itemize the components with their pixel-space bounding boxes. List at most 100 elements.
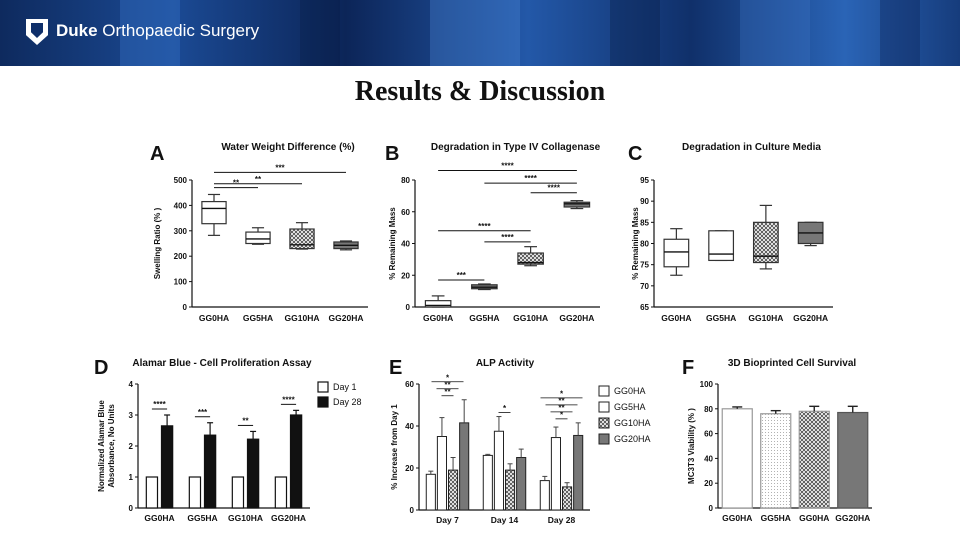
e-legend-swatch-1 <box>598 401 610 413</box>
b-ytick-label-2: 40 <box>401 240 410 249</box>
d-bar-day-28-2 <box>246 438 260 509</box>
a-ytick-label-4: 400 <box>174 201 188 210</box>
c-ylabel: % Remaining Mass <box>631 207 640 280</box>
e-ytick-label-3: 60 <box>405 380 414 389</box>
f-ytick-label-2: 40 <box>704 454 713 463</box>
b-ytick-label-4: 80 <box>401 176 410 185</box>
a-ytick-label-2: 200 <box>174 252 188 261</box>
d-legend-swatch-0 <box>317 381 329 393</box>
e-bar-gg0ha-1 <box>482 454 493 511</box>
e-bar-gg20ha-0 <box>459 422 470 511</box>
b-bracket-label-2: **** <box>478 222 491 231</box>
b-bracket-label-4: **** <box>524 174 537 183</box>
d-ylabel-0: Normalized Alamar Blue <box>97 400 106 492</box>
b-bracket-label-0: *** <box>457 271 467 280</box>
a-category-label-0: GG0HA <box>199 313 229 323</box>
d-ytick-label-1: 1 <box>129 473 134 482</box>
a-ytick-label-1: 100 <box>174 278 188 287</box>
a-bracket-label-1: ** <box>255 175 262 184</box>
a-title: Water Weight Difference (%) <box>221 142 354 153</box>
f-ytick-label-1: 20 <box>704 479 713 488</box>
brand-bold: Duke <box>56 21 98 40</box>
duke-shield-logo-inner <box>31 23 43 38</box>
d-ytick-label-3: 3 <box>129 411 134 420</box>
e-sig-label-4: * <box>560 410 564 419</box>
b-category-label-2: GG10HA <box>513 313 548 323</box>
b-ytick-label-1: 20 <box>401 271 410 280</box>
e-category-label-2: Day 28 <box>548 515 576 525</box>
b-ylabel: % Remaining Mass <box>388 207 397 280</box>
d-title: Alamar Blue - Cell Proliferation Assay <box>132 358 312 369</box>
d-sig-label-0: **** <box>153 400 166 409</box>
a-ytick-label-3: 300 <box>174 227 188 236</box>
d-sig-label-1: *** <box>198 408 208 417</box>
f-bar-0 <box>721 408 753 509</box>
c-ytick-label-3: 80 <box>640 240 649 249</box>
a-category-label-1: GG5HA <box>243 313 273 323</box>
e-sig-label-5: ** <box>558 403 565 412</box>
f-category-label-1: GG5HA <box>761 513 791 523</box>
panel-d-chart: D Alamar Blue - Cell Proliferation Assay 0… <box>94 357 362 523</box>
panel-c-chart: C Degradation in Culture Media 65 70 75 80 85 9… <box>628 142 833 323</box>
f-panel-letter: F <box>682 357 694 379</box>
b-category-label-0: GG0HA <box>423 313 453 323</box>
c-title: Degradation in Culture Media <box>682 142 821 153</box>
f-bar-1 <box>760 413 792 509</box>
b-bracket-label-3: **** <box>548 184 561 193</box>
d-category-label-3: GG20HA <box>271 513 306 523</box>
b-box-0 <box>424 300 452 308</box>
f-category-label-3: GG20HA <box>835 513 870 523</box>
f-bar-2 <box>798 410 830 509</box>
e-ylabel: % Increase from Day 1 <box>390 404 399 490</box>
c-ytick-label-2: 75 <box>640 261 649 270</box>
c-ytick-label-4: 85 <box>640 218 649 227</box>
b-bracket-label-1: **** <box>501 233 514 242</box>
d-panel-letter: D <box>94 357 108 379</box>
c-box-0 <box>663 238 690 268</box>
c-ytick-label-5: 90 <box>640 197 649 206</box>
panel-f-chart: F 3D Bioprinted Cell Survival 0 20 40 60 80 100… <box>682 357 872 523</box>
e-sig-label-7: * <box>560 389 564 398</box>
brand-name: Duke Orthopaedic Surgery <box>56 21 259 41</box>
d-ylabel-1: Absorbance, No Units <box>107 404 116 488</box>
e-ytick-label-0: 0 <box>410 506 415 515</box>
d-legend-label-1: Day 28 <box>333 397 362 407</box>
f-category-label-2: GG0HA <box>799 513 829 523</box>
c-ytick-label-0: 65 <box>640 303 649 312</box>
f-ytick-label-4: 80 <box>704 405 713 414</box>
e-title: ALP Activity <box>476 358 535 369</box>
d-bar-day-28-1 <box>203 434 217 509</box>
d-bar-day-28-3 <box>289 414 303 509</box>
b-ytick-label-0: 0 <box>406 303 411 312</box>
e-legend-label-2: GG10HA <box>614 418 651 428</box>
f-ytick-label-5: 100 <box>700 380 714 389</box>
e-legend-swatch-2 <box>598 417 610 429</box>
e-legend-swatch-3 <box>598 433 610 445</box>
b-ytick-label-3: 60 <box>401 208 410 217</box>
c-ytick-label-1: 70 <box>640 282 649 291</box>
d-ytick-label-2: 2 <box>129 442 134 451</box>
slide-title: Results & Discussion <box>354 76 606 107</box>
d-sig-label-3: **** <box>282 395 295 404</box>
e-sig-label-3: * <box>503 404 507 413</box>
e-category-label-0: Day 7 <box>436 515 459 525</box>
e-sig-label-2: * <box>446 373 450 382</box>
a-box-0 <box>201 200 227 225</box>
a-bracket-label-2: *** <box>275 163 285 172</box>
d-bar-day-1-3 <box>274 476 288 509</box>
c-box-1 <box>708 230 735 262</box>
e-sig-label-1: ** <box>444 380 451 389</box>
e-bar-gg10ha-0 <box>448 469 459 511</box>
e-bar-gg5ha-0 <box>436 436 448 511</box>
f-ytick-label-0: 0 <box>709 504 714 513</box>
a-category-label-3: GG20HA <box>329 313 364 323</box>
b-category-label-3: GG20HA <box>559 313 594 323</box>
panel-a-chart: A Water Weight Difference (%) 0 100 200 300 40… <box>150 142 368 323</box>
panel-b-chart: B Degradation in Type IV Collagenase 0 20 40… <box>385 142 601 323</box>
a-box-1 <box>245 231 271 245</box>
e-legend-swatch-0 <box>598 385 610 397</box>
panel-e-chart: E ALP Activity 0 20 40 60 % Increase from Day … <box>389 357 651 525</box>
e-bar-gg10ha-2 <box>562 486 573 511</box>
d-bar-day-1-1 <box>188 476 202 509</box>
e-bar-gg20ha-2 <box>573 434 584 511</box>
